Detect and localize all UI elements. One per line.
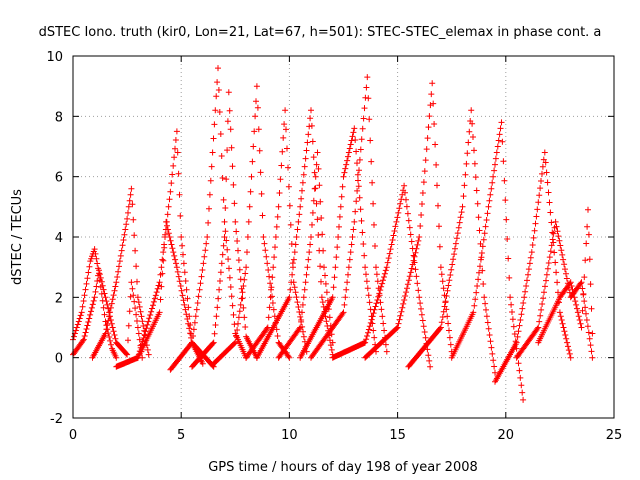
x-tick-label: 25 — [606, 428, 623, 443]
plot-frame — [72, 55, 615, 419]
series-19-markers — [513, 218, 596, 361]
series-14 — [329, 182, 434, 370]
x-tick-label: 5 — [177, 428, 185, 443]
x-tick-label: 15 — [389, 428, 406, 443]
series-4-markers — [113, 218, 217, 370]
x-axis-label: GPS time / hours of day 198 of year 2008 — [208, 460, 478, 475]
grid — [73, 56, 614, 418]
x-tick-label: 10 — [281, 428, 298, 443]
series-13 — [308, 74, 390, 361]
series-13-markers — [308, 74, 390, 361]
series-11 — [275, 149, 336, 361]
series-18 — [492, 149, 574, 385]
series-5 — [134, 128, 206, 367]
series-3-markers — [89, 185, 152, 361]
series-16-markers — [405, 107, 498, 376]
axis-ticks: 0 5 10 15 20 25 -2 0 2 4 6 8 10 — [46, 50, 622, 443]
series-17 — [448, 119, 527, 403]
y-tick-label: 4 — [55, 231, 63, 246]
series-20 — [535, 206, 596, 346]
y-tick-label: -2 — [50, 412, 63, 427]
series-18-markers — [492, 149, 574, 385]
series-15 — [362, 80, 455, 361]
y-tick-label: 10 — [46, 50, 63, 65]
series-19 — [513, 218, 596, 361]
series-6 — [167, 65, 250, 373]
x-tick-label: 20 — [498, 428, 515, 443]
series-3 — [89, 185, 152, 361]
data-markers — [70, 65, 596, 403]
series-16 — [405, 107, 498, 376]
series-12 — [297, 125, 379, 361]
y-tick-label: 0 — [55, 352, 63, 367]
series-17-markers — [448, 119, 527, 403]
series-7-markers — [189, 89, 260, 370]
x-tick-label: 0 — [69, 428, 77, 443]
series-8-markers — [210, 83, 293, 367]
y-tick-label: 6 — [55, 171, 63, 186]
series-5-markers — [134, 128, 206, 367]
series-15-markers — [362, 80, 455, 361]
y-axis-label: dSTEC / TECUs — [10, 189, 25, 285]
series-4 — [113, 218, 217, 370]
series-8 — [210, 83, 293, 367]
y-tick-label: 8 — [55, 110, 63, 125]
series-12-markers — [297, 125, 379, 361]
series-11-markers — [275, 149, 336, 361]
series-6-markers — [167, 65, 250, 373]
series-14-markers — [329, 182, 434, 370]
series-7 — [189, 89, 260, 370]
series-20-markers — [535, 206, 596, 346]
y-tick-label: 2 — [55, 291, 63, 306]
chart-title: dSTEC Iono. truth (kir0, Lon=21, Lat=67,… — [39, 25, 602, 40]
